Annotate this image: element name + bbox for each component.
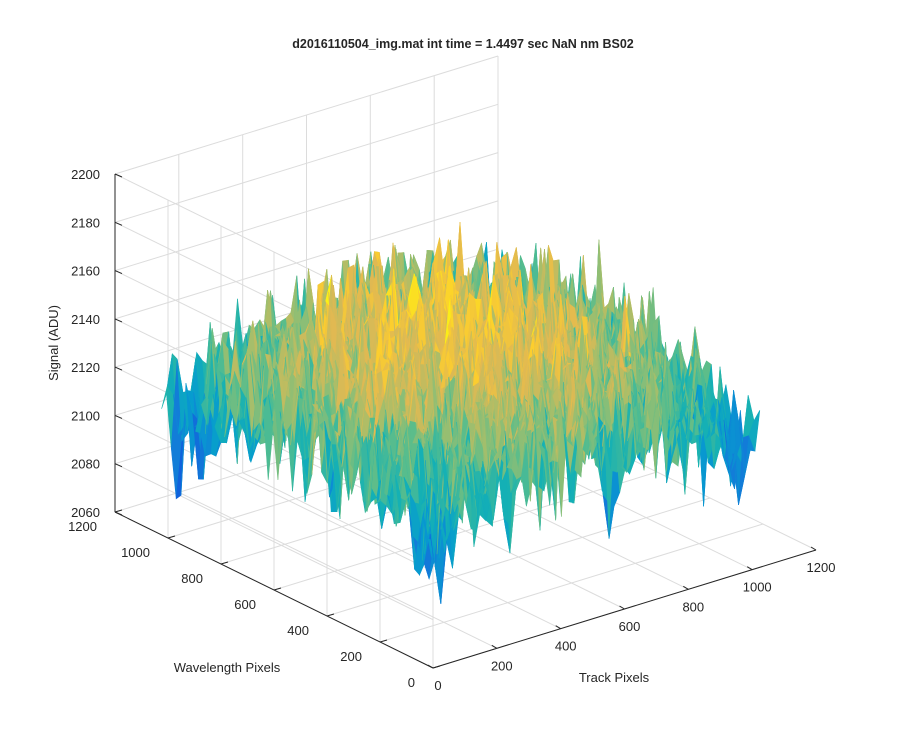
z-tick-label: 2140 [71,312,100,327]
y-tick-label: 400 [287,623,309,638]
x-tick-label: 1200 [807,560,836,575]
x-tick-mark [619,605,625,610]
z-tick-label: 2200 [71,167,100,182]
z-tick-label: 2100 [71,408,100,423]
z-tick-mark [114,270,123,275]
y-tick-label: 600 [234,597,256,612]
z-tick-label: 2080 [71,457,100,472]
y-tick-mark [273,587,282,591]
x-tick-mark [555,625,561,630]
y-tick-mark [326,613,335,617]
z-tick-mark [114,318,123,323]
y-tick-mark [432,665,441,669]
x-tick-mark [683,585,689,590]
tick-layer: 0 200 400 600 800 1000 1200 0 200 400 600 800 1000 12… [68,167,835,693]
z-tick-mark [114,511,123,516]
x-tick-label: 1000 [743,580,772,595]
y-tick-label: 1000 [121,545,150,560]
z-tick-mark [114,366,123,371]
z-tick-label: 2160 [71,264,100,279]
z-tick-mark [114,173,123,178]
x-axis-label: Track Pixels [579,670,650,685]
x-tick-label: 600 [619,619,641,634]
y-tick-mark [114,509,123,513]
x-tick-label: 0 [434,678,441,693]
z-tick-mark [114,221,123,226]
z-tick-mark [114,414,123,419]
chart-title: d2016110504_img.mat int time = 1.4497 se… [292,37,634,51]
x-tick-label: 800 [682,599,704,614]
surface-layer [161,222,761,605]
y-tick-mark [167,535,176,539]
y-tick-label: 800 [181,571,203,586]
y-axis-label: Wavelength Pixels [174,660,281,675]
x-tick-mark [746,566,753,571]
axis-layer [114,173,817,669]
y-tick-label: 1200 [68,519,97,534]
z-tick-mark [114,463,123,468]
z-axis-label: Signal (ADU) [46,305,61,381]
z-tick-label: 2180 [71,215,100,230]
x-tick-mark [810,546,817,551]
x-tick-label: 400 [555,639,577,654]
y-tick-label: 200 [340,649,362,664]
x-tick-mark [491,644,498,649]
z-tick-label: 2120 [71,360,100,375]
y-tick-label: 0 [408,675,415,690]
z-tick-label: 2060 [71,505,100,520]
y-tick-mark [379,639,388,643]
y-tick-mark [220,561,229,565]
x-tick-mark [427,664,434,669]
surface-patch [748,410,761,452]
x-tick-label: 200 [491,658,513,673]
